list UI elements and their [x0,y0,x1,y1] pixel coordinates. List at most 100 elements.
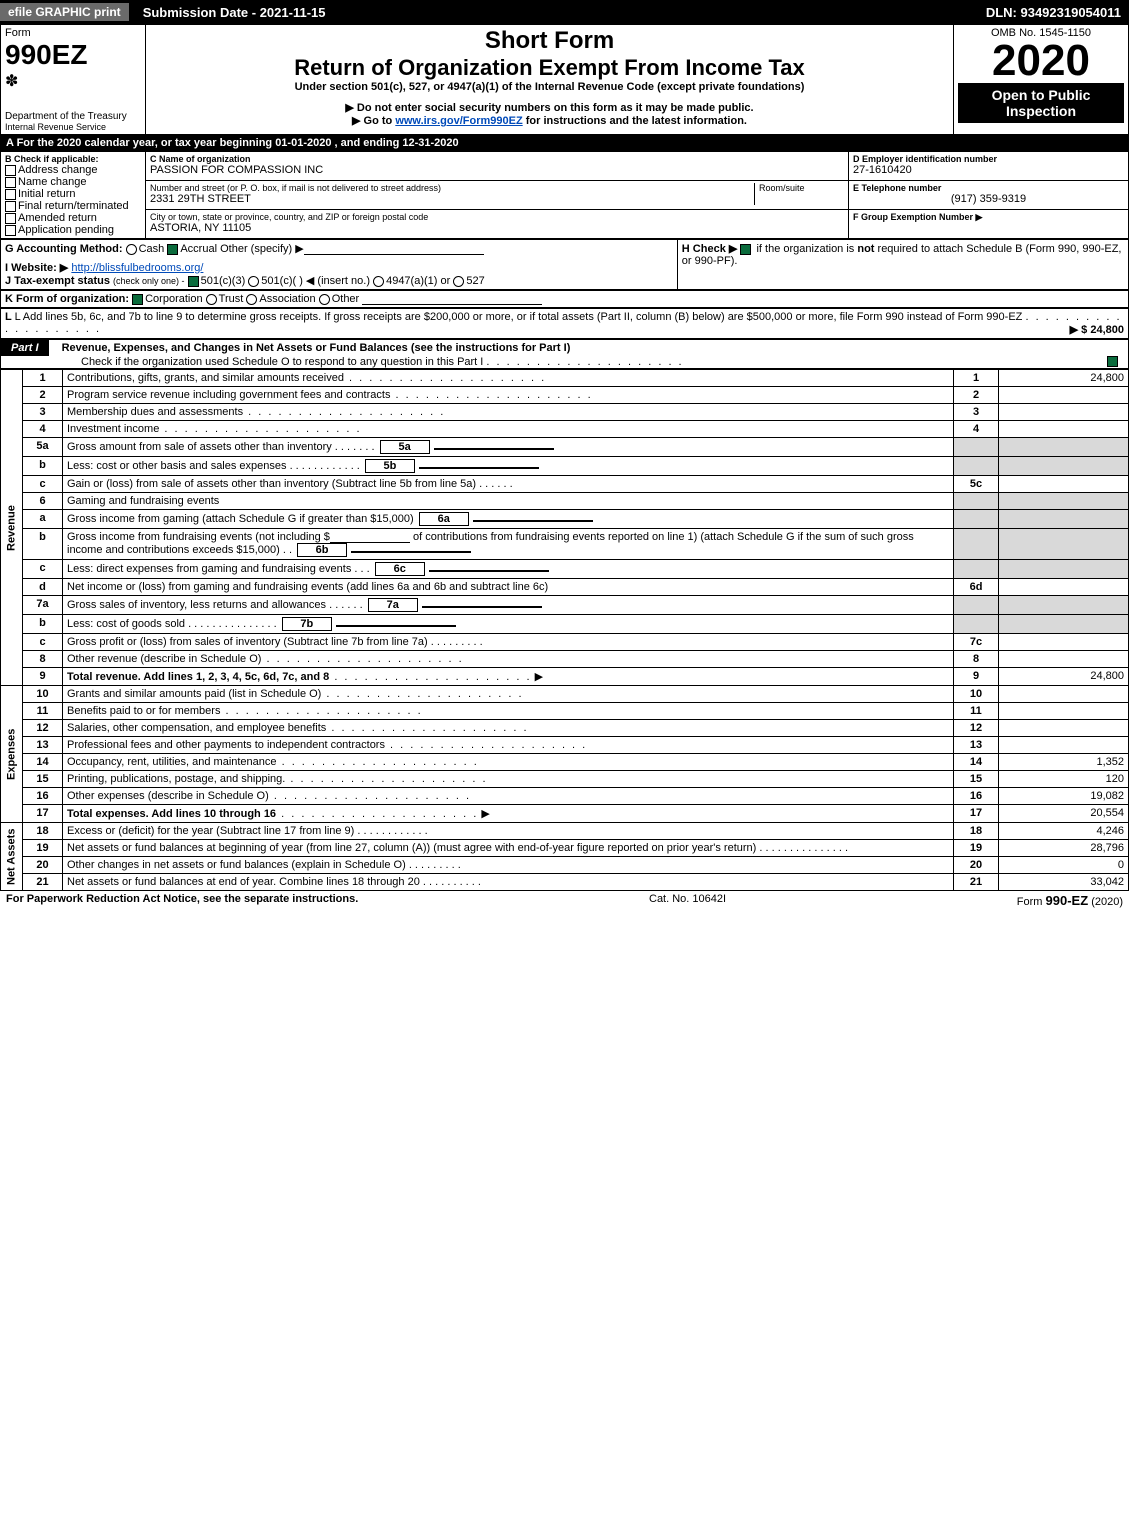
line-10-val [999,686,1129,703]
h-label: H Check ▶ [682,243,738,255]
trust-label: Trust [219,293,244,305]
top-bar: efile GRAPHIC print Submission Date - 20… [0,0,1129,24]
radio-527[interactable] [453,276,464,287]
sub-7a-val[interactable] [422,606,542,608]
cash-label: Cash [139,243,165,255]
line-20-ref: 20 [954,857,999,874]
k-label: K Form of organization: [5,293,129,305]
revenue-section-label: Revenue [1,370,23,686]
gh-row: G Accounting Method: Cash Accrual Other … [0,239,1129,290]
check-schedule-o[interactable] [1107,356,1118,367]
radio-assoc[interactable] [246,294,257,305]
radio-4947[interactable] [373,276,384,287]
org-name: PASSION FOR COMPASSION INC [150,164,844,176]
box-d-label: D Employer identification number [853,154,1124,164]
radio-trust[interactable] [206,294,217,305]
line-6a-desc: Gross income from gaming (attach Schedul… [67,513,414,525]
website-link[interactable]: http://blissfulbedrooms.org/ [71,262,203,274]
check-label: Name change [18,176,87,188]
line-4-val [999,421,1129,438]
check-name-change[interactable]: Name change [5,176,141,188]
sub-5b-val[interactable] [419,467,539,469]
check-corp[interactable] [132,294,143,305]
form-label: Form [5,27,141,39]
sub-6a-val[interactable] [473,520,593,522]
line-6b-blank[interactable] [330,531,410,543]
line-14-val: 1,352 [999,754,1129,771]
dept-treasury: Department of the Treasury [5,111,141,122]
other-org-blank[interactable] [362,293,542,305]
line-7c-val [999,634,1129,651]
check-label: Amended return [18,212,97,224]
line-6d-ref: 6d [954,579,999,596]
line-13-desc: Professional fees and other payments to … [67,739,385,751]
line-9-ref: 9 [954,668,999,686]
sub-6c: 6c [375,562,425,576]
check-final-return[interactable]: Final return/terminated [5,200,141,212]
accrual-label: Accrual [180,243,217,255]
line-12-val [999,720,1129,737]
sub-6b-val[interactable] [351,551,471,553]
check-application-pending[interactable]: Application pending [5,224,141,236]
irs-link[interactable]: www.irs.gov/Form990EZ [395,115,522,127]
line-1-ref: 1 [954,370,999,387]
line-6d-desc: Net income or (loss) from gaming and fun… [63,579,954,596]
form-number: 990EZ [5,39,141,71]
line-7a-desc: Gross sales of inventory, less returns a… [67,599,326,611]
lines-table: Revenue 1Contributions, gifts, grants, a… [0,369,1129,891]
box-f-label: F Group Exemption Number ▶ [853,212,1124,223]
short-form-title: Short Form [150,27,949,55]
under-section: Under section 501(c), 527, or 4947(a)(1)… [150,81,949,93]
k-row: K Form of organization: Corporation Trus… [0,290,1129,308]
goto-prefix: ▶ Go to [352,115,395,127]
g-label: G Accounting Method: [5,243,123,255]
line-19-val: 28,796 [999,840,1129,857]
line-6-desc: Gaming and fundraising events [63,493,954,510]
line-19-desc: Net assets or fund balances at beginning… [67,842,756,854]
assoc-label: Association [259,293,315,305]
expenses-section-label: Expenses [1,686,23,823]
line-2-ref: 2 [954,387,999,404]
check-accrual[interactable] [167,244,178,255]
line-11-val [999,703,1129,720]
sub-6c-val[interactable] [429,570,549,572]
line-6b-desc1: Gross income from fundraising events (no… [67,531,330,543]
other-blank[interactable] [304,243,484,255]
sub-7b-val[interactable] [336,625,456,627]
efile-print-button[interactable]: efile GRAPHIC print [0,3,129,21]
line-17-val: 20,554 [999,805,1129,823]
cat-no: Cat. No. 10642I [649,893,726,908]
line-2-desc: Program service revenue including govern… [67,389,390,401]
entity-table: B Check if applicable: Address change Na… [0,151,1129,239]
radio-other[interactable] [319,294,330,305]
netassets-section-label: Net Assets [1,823,23,891]
sub-5a-val[interactable] [434,448,554,450]
check-h[interactable] [740,244,751,255]
sub-7a: 7a [368,598,418,612]
line-12-desc: Salaries, other compensation, and employ… [67,722,326,734]
check-501c3[interactable] [188,276,199,287]
line-18-ref: 18 [954,823,999,840]
radio-cash[interactable] [126,244,137,255]
c3-label: 501(c)(3) [201,275,246,287]
room-label: Room/suite [759,183,844,193]
street-label: Number and street (or P. O. box, if mail… [150,183,754,193]
check-label: Final return/terminated [18,200,129,212]
line-6d-val [999,579,1129,596]
form-revision: Form 990-EZ (2020) [1017,893,1123,908]
check-address-change[interactable]: Address change [5,164,141,176]
footer: For Paperwork Reduction Act Notice, see … [0,891,1129,910]
line-11-desc: Benefits paid to or for members [67,705,220,717]
check-label: Initial return [18,188,75,200]
check-initial-return[interactable]: Initial return [5,188,141,200]
radio-501c[interactable] [248,276,259,287]
line-3-ref: 3 [954,404,999,421]
sub-6b: 6b [297,543,347,557]
line-7c-desc: Gross profit or (loss) from sales of inv… [67,636,428,648]
city-value: ASTORIA, NY 11105 [150,222,844,234]
check-amended-return[interactable]: Amended return [5,212,141,224]
check-label: Application pending [18,224,114,236]
h-text: if the organization is [756,243,857,255]
line-13-val [999,737,1129,754]
line-7c-ref: 7c [954,634,999,651]
